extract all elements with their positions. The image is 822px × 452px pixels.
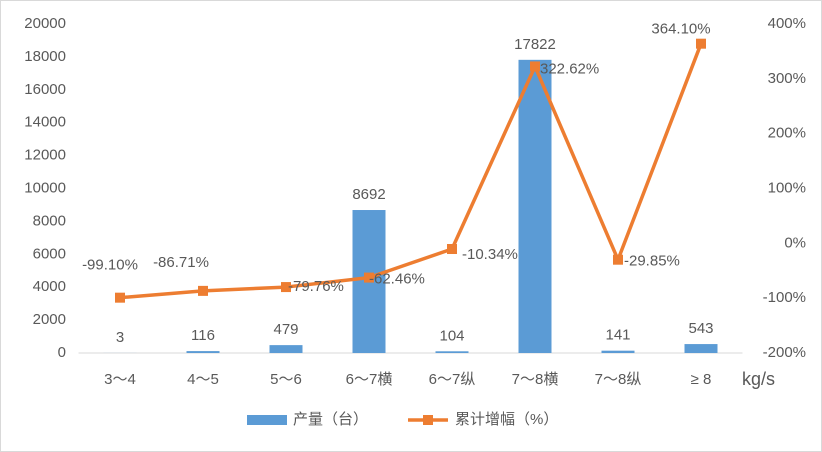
legend-label: 产量（台） <box>293 411 368 428</box>
x-tick-label: 3～4 <box>104 371 136 388</box>
y2-tick-label: -100% <box>763 289 806 306</box>
line-marker <box>198 285 208 296</box>
bar-value-label: 479 <box>273 321 298 338</box>
line-value-label: 322.62% <box>540 60 599 77</box>
y-tick-label: 4000 <box>33 278 66 295</box>
line-marker <box>613 254 623 265</box>
line-marker <box>696 38 706 49</box>
x-tick-label: ≥ 8 <box>691 371 712 388</box>
bar <box>601 350 635 353</box>
bar <box>186 351 220 353</box>
y-tick-label: 20000 <box>24 15 66 32</box>
legend-swatch <box>423 415 433 425</box>
line-value-label: -79.76% <box>288 278 344 295</box>
line-value-label: 364.10% <box>651 21 710 38</box>
bar <box>269 345 303 353</box>
line-marker <box>364 272 374 283</box>
bar-value-label: 116 <box>191 327 215 344</box>
y-tick-label: 8000 <box>33 212 66 229</box>
legend-label: 累计增幅（%） <box>455 411 558 428</box>
bar-value-label: 8692 <box>352 186 385 203</box>
y-tick-label: 12000 <box>24 147 66 164</box>
y-tick-label: 16000 <box>24 81 66 98</box>
y-tick-label: 6000 <box>33 245 66 262</box>
x-tick-label: 4～5 <box>187 371 219 388</box>
line-value-label: -86.71% <box>153 254 209 271</box>
bar <box>435 351 469 353</box>
y2-tick-label: -200% <box>763 344 806 361</box>
y-tick-label: 0 <box>58 344 66 361</box>
line-marker <box>447 244 457 255</box>
bar-value-label: 543 <box>688 320 713 337</box>
y2-tick-label: 100% <box>768 179 806 196</box>
x-tick-label: 7～8纵 <box>595 371 642 388</box>
bar-value-label: 141 <box>605 327 630 344</box>
bar <box>684 344 718 353</box>
bar-value-label: 3 <box>116 329 124 346</box>
y-tick-label: 10000 <box>24 179 66 196</box>
bar-value-label: 104 <box>439 327 464 344</box>
line-marker <box>281 282 291 293</box>
x-tick-label: 6～7纵 <box>429 371 476 388</box>
legend-swatch <box>247 415 287 425</box>
line-marker <box>115 292 125 303</box>
bar-value-label: 17822 <box>514 36 556 53</box>
y2-tick-label: 300% <box>768 70 806 87</box>
line-marker <box>530 61 540 72</box>
line-value-label: -10.34% <box>462 246 518 263</box>
bar <box>518 59 552 354</box>
line-value-label: -99.10% <box>82 257 138 274</box>
y-tick-label: 14000 <box>24 114 66 131</box>
x-tick-label: 7～8横 <box>512 371 559 388</box>
y-tick-label: 2000 <box>33 311 66 328</box>
y2-tick-label: 200% <box>768 125 806 142</box>
y-tick-label: 18000 <box>24 48 66 65</box>
y2-tick-label: 400% <box>768 15 806 32</box>
line <box>119 43 703 300</box>
x-tick-label: 6～7横 <box>346 371 393 388</box>
y2-tick-label: 0% <box>784 234 806 251</box>
x-axis-label: kg/s <box>742 369 775 389</box>
line-value-label: -29.85% <box>624 253 680 270</box>
x-tick-label: 5～6 <box>270 371 302 388</box>
line-value-label: -62.46% <box>369 271 425 288</box>
